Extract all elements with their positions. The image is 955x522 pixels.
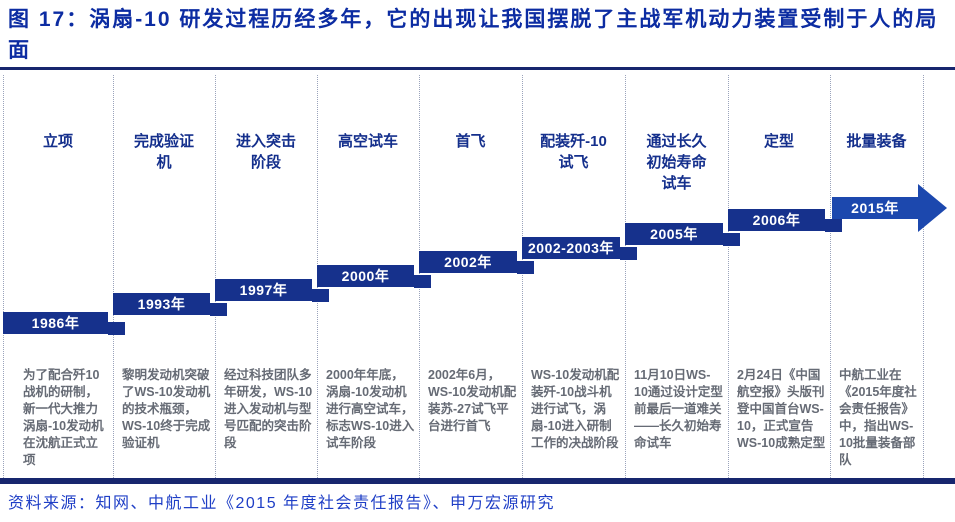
step-connector bbox=[414, 275, 431, 288]
column-separator bbox=[923, 75, 924, 478]
milestone-description: 2月24日《中国航空报》头版刊登中国首台WS-10，正式宣告WS-10成熟定型 bbox=[737, 368, 826, 450]
milestone-header: 高空试车 bbox=[337, 133, 398, 150]
milestone-description: 中航工业在《2015年度社会责任报告》中，指出WS-10批量装备部队 bbox=[839, 368, 917, 467]
milestone-header: 定型 bbox=[763, 133, 794, 150]
column-separator bbox=[830, 75, 831, 478]
column-separator bbox=[728, 75, 729, 478]
year-step-bar: 2006年 bbox=[728, 209, 825, 231]
step-connector bbox=[517, 261, 534, 274]
milestone-header: 通过长久 初始寿命 试车 bbox=[646, 133, 707, 192]
milestone-header: 首飞 bbox=[455, 133, 486, 150]
milestone-description: 2002年6月，WS-10发动机配装苏-27试飞平台进行首飞 bbox=[428, 368, 517, 433]
step-connector bbox=[723, 233, 740, 246]
milestone-header: 立项 bbox=[42, 133, 73, 150]
step-connector bbox=[620, 247, 637, 260]
column-separator bbox=[215, 75, 216, 478]
figure-title: 图 17：涡扇-10 研发过程历经多年，它的出现让我国摆脱了主战军机动力装置受制… bbox=[8, 8, 939, 62]
milestone-header: 批量装备 bbox=[846, 133, 907, 150]
milestone-description: 为了配合歼10战机的研制，新一代大推力涡扇-10发动机在沈航正式立项 bbox=[23, 368, 104, 467]
milestone-description: 2000年年底，涡扇-10发动机进行高空试车，标志WS-10进入试车阶段 bbox=[326, 368, 415, 450]
bottom-rule bbox=[0, 478, 955, 484]
year-step-bar: 2002年 bbox=[419, 251, 517, 273]
year-step-bar: 2005年 bbox=[625, 223, 723, 245]
arrow-head-icon bbox=[918, 184, 947, 232]
column-separator bbox=[3, 75, 4, 478]
milestone-description: 黎明发动机突破了WS-10发动机的技术瓶颈，WS-10终于完成验证机 bbox=[122, 368, 211, 450]
column-separator bbox=[625, 75, 626, 478]
year-step-bar: 1986年 bbox=[3, 312, 108, 334]
milestone-header: 配装歼-10 试飞 bbox=[540, 133, 607, 171]
year-step-bar: 1993年 bbox=[113, 293, 210, 315]
year-step-bar: 2000年 bbox=[317, 265, 414, 287]
milestone-header: 进入突击 阶段 bbox=[235, 133, 296, 171]
final-year-arrow: 2015年 bbox=[832, 197, 918, 219]
milestone-header: 完成验证 机 bbox=[133, 133, 194, 171]
top-rule bbox=[0, 67, 955, 70]
step-connector bbox=[312, 289, 329, 302]
milestone-description: 11月10日WS-10通过设计定型前最后一道难关——长久初始寿命试车 bbox=[634, 368, 723, 450]
step-connector bbox=[108, 322, 125, 335]
year-step-bar: 2002-2003年 bbox=[522, 237, 620, 259]
step-connector bbox=[825, 219, 842, 232]
source-note: 资料来源：知网、中航工业《2015 年度社会责任报告》、申万宏源研究 bbox=[8, 495, 556, 512]
milestone-description: 经过科技团队多年研发，WS-10进入发动机与型号匹配的突击阶段 bbox=[224, 368, 313, 450]
column-separator bbox=[113, 75, 114, 478]
year-step-bar: 1997年 bbox=[215, 279, 312, 301]
step-connector bbox=[210, 303, 227, 316]
column-separator bbox=[522, 75, 523, 478]
milestone-description: WS-10发动机配装歼-10战斗机进行试飞，涡扇-10进入研制工作的决战阶段 bbox=[531, 368, 620, 450]
